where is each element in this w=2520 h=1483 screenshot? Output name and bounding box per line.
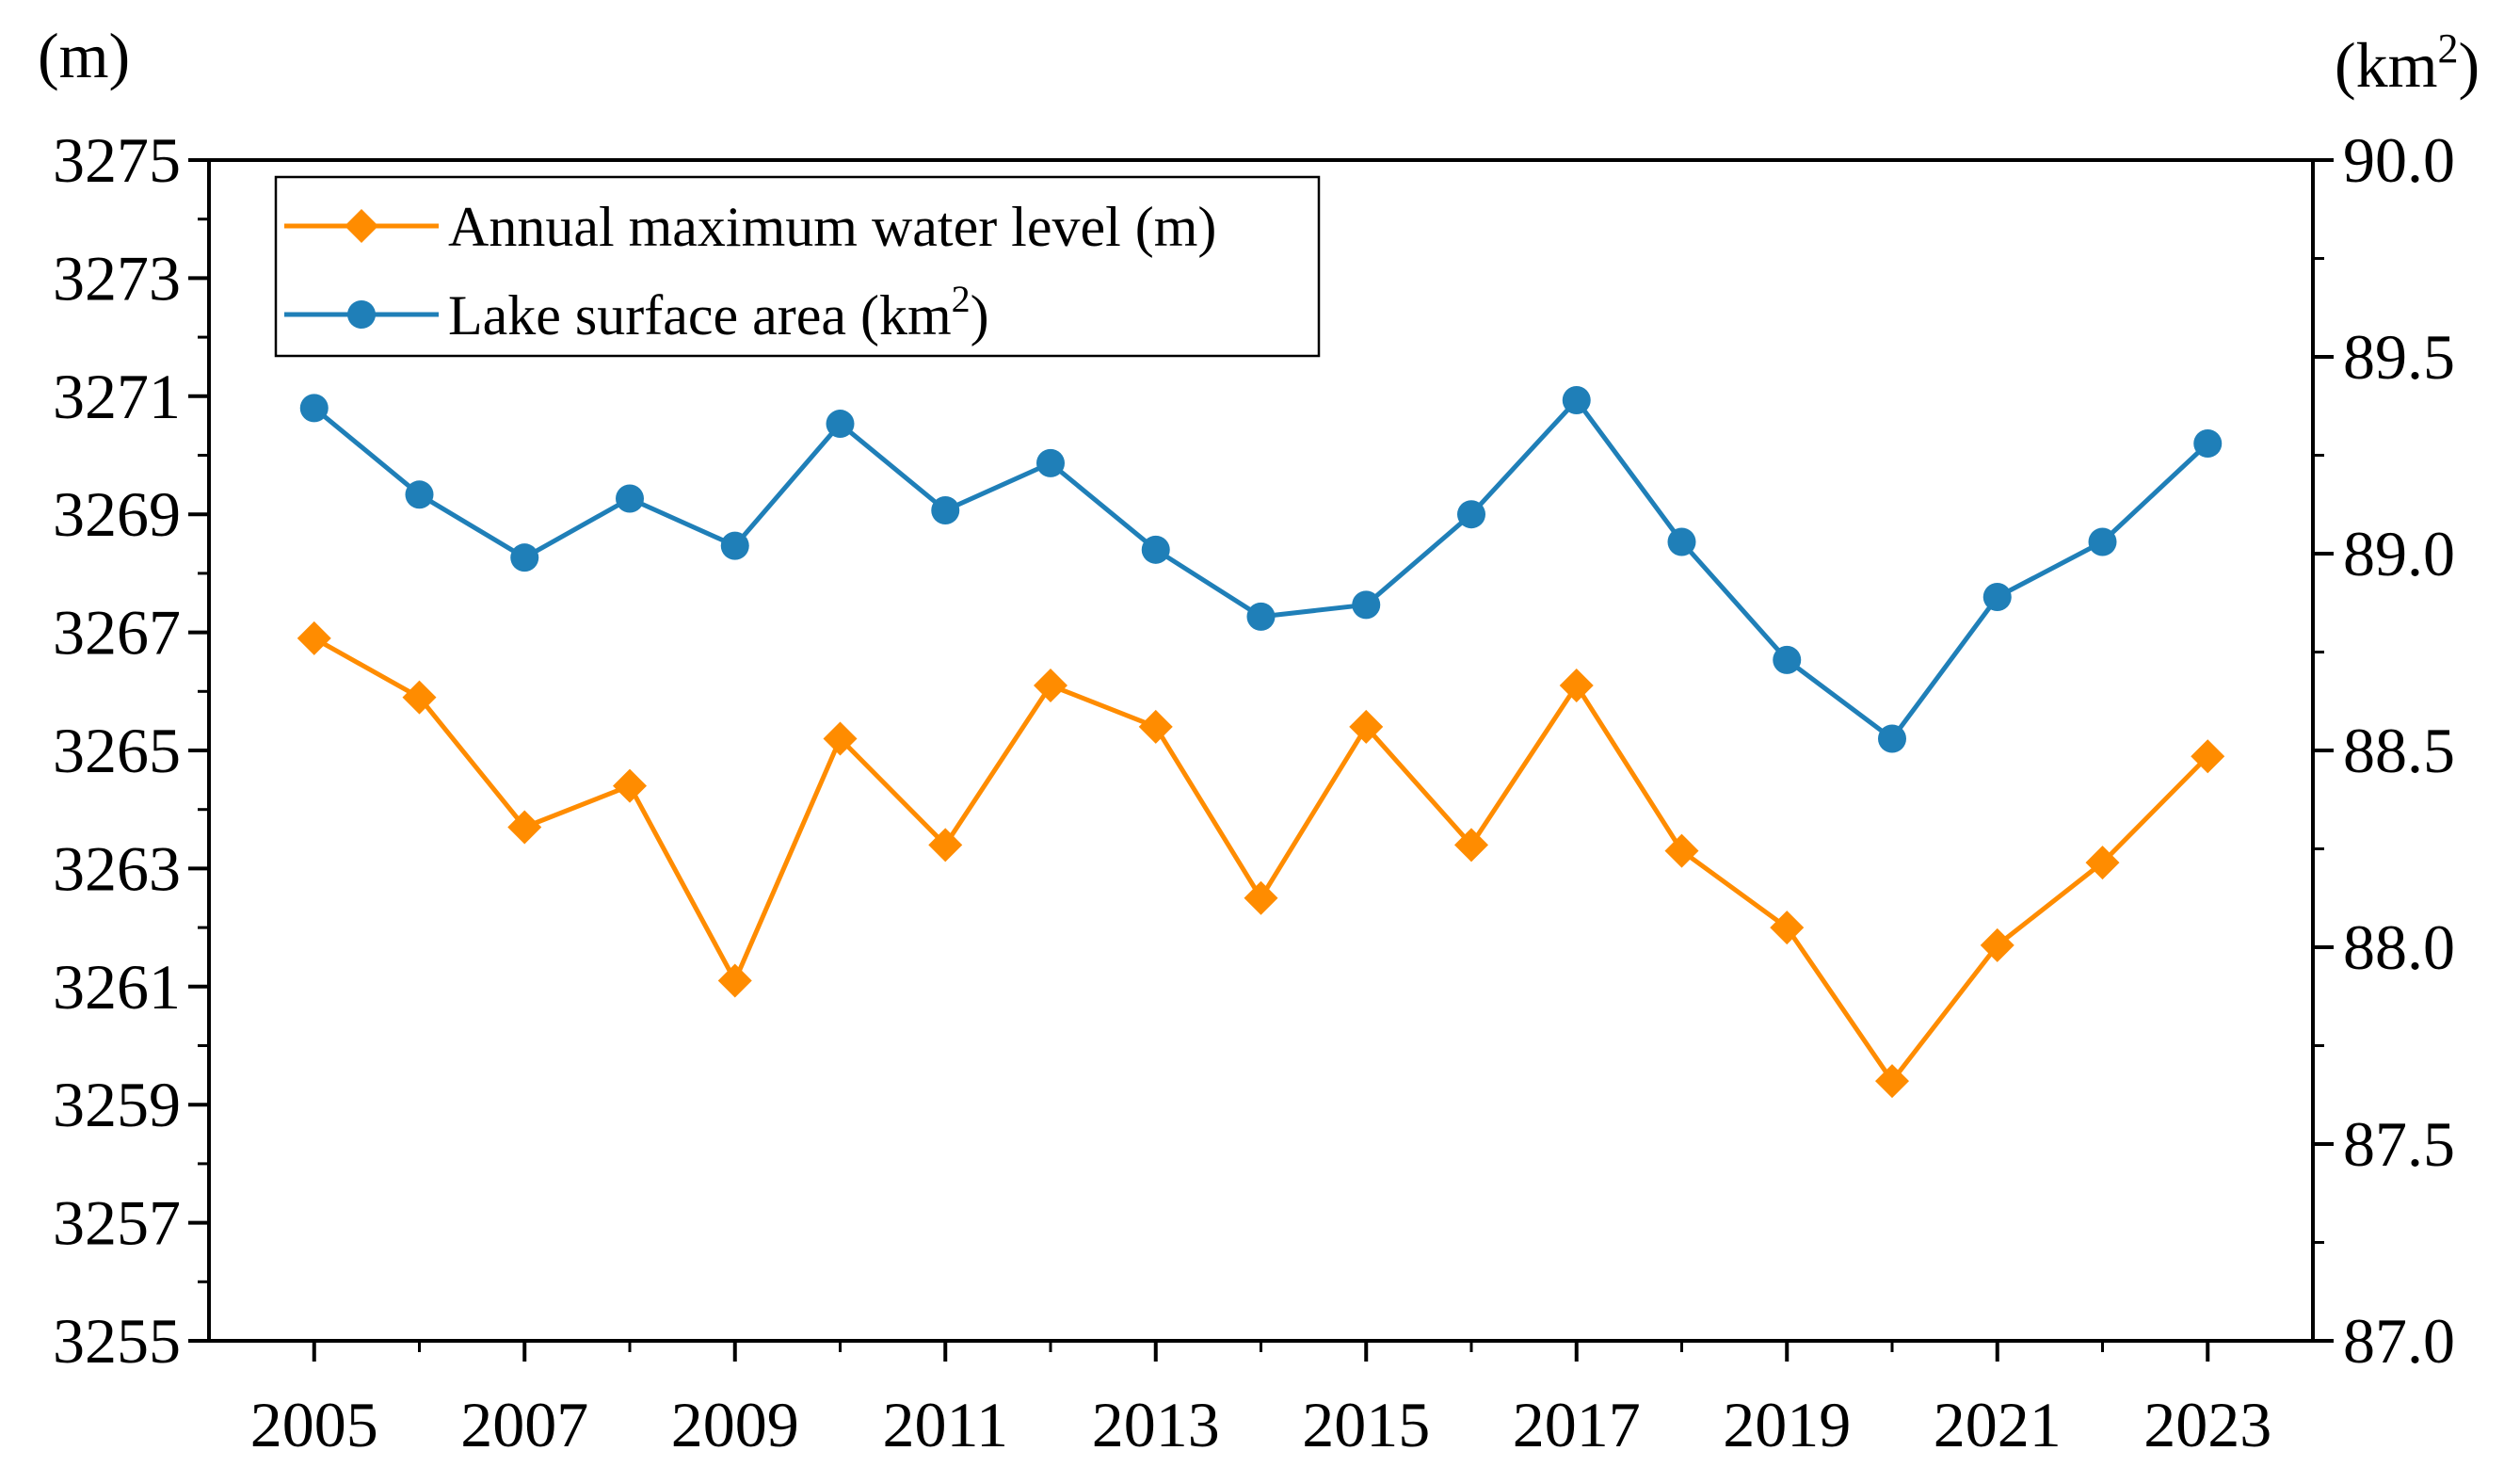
- water-level-point: [1454, 828, 1488, 862]
- lake-area-point: [616, 484, 644, 513]
- lake-area-point: [299, 394, 329, 423]
- lake-area-point: [931, 496, 960, 525]
- left-tick-label: 3269: [53, 478, 181, 550]
- left-tick-label: 3271: [53, 361, 181, 432]
- water-level-point: [1244, 880, 1278, 915]
- lake-area-point: [2088, 527, 2117, 556]
- water-level-point: [823, 721, 858, 756]
- lake-area-point: [405, 480, 434, 509]
- right-tick-label: 89.5: [2343, 321, 2455, 393]
- lake-area-point: [826, 410, 855, 439]
- left-tick-label: 3267: [53, 597, 181, 669]
- lake-area-point: [1773, 645, 1802, 674]
- water-level-point: [1980, 927, 2014, 962]
- left-tick-label: 3265: [53, 715, 181, 786]
- water-level-point: [1034, 669, 1067, 703]
- left-axis-unit-label: (m): [38, 20, 130, 91]
- lake-area-point: [1352, 590, 1381, 620]
- lake-area-point: [510, 543, 539, 572]
- water-level-point: [402, 680, 437, 715]
- water-level-point: [507, 810, 542, 845]
- x-tick-label: 2007: [460, 1389, 588, 1460]
- legend-lake-area-marker: [347, 300, 376, 329]
- left-tick-label: 3273: [53, 242, 181, 314]
- x-tick-label: 2005: [250, 1389, 378, 1460]
- left-tick-label: 3275: [53, 124, 181, 196]
- water-level-point: [717, 963, 752, 998]
- lake-area-point: [1982, 582, 2012, 611]
- x-tick-label: 2017: [1513, 1389, 1641, 1460]
- series-layer: [297, 385, 2225, 1099]
- lake-area-point: [1246, 602, 1276, 631]
- left-axis: 3255 3257 3259 3261 3263 3265 3267 3269 3271 3273…: [53, 124, 209, 1377]
- water-level-point: [1559, 669, 1594, 703]
- lake-area-point: [1562, 385, 1591, 414]
- x-axis: 2005 2007 2009 2011 2013 2015 2017 2019 2021 2023: [250, 1341, 2271, 1460]
- water-level-point: [1138, 709, 1173, 744]
- lake-area-point: [1141, 535, 1170, 564]
- lake-area-point: [1036, 448, 1065, 477]
- left-tick-label: 3257: [53, 1187, 181, 1259]
- legend-lake-area-label: Lake surface area (km2): [448, 278, 989, 347]
- right-tick-label: 90.0: [2343, 124, 2455, 196]
- legend: Annual maximum water level (m) Lake surf…: [274, 175, 1321, 358]
- x-tick-label: 2015: [1302, 1389, 1430, 1460]
- x-tick-label: 2013: [1092, 1389, 1220, 1460]
- lake-area-point: [720, 531, 749, 560]
- left-tick-label: 3255: [53, 1305, 181, 1377]
- water-level-point: [297, 621, 331, 655]
- water-level-point: [2085, 846, 2120, 880]
- x-tick-label: 2011: [883, 1389, 1008, 1460]
- water-level-point: [2191, 739, 2225, 774]
- lake-area-point: [1878, 724, 1906, 753]
- left-tick-label: 3259: [53, 1069, 181, 1140]
- right-axis: 87.0 87.5 88.0 88.5 89.0 89.5 90.0: [2313, 124, 2455, 1377]
- left-tick-label: 3263: [53, 832, 181, 904]
- water-level-point: [928, 828, 963, 862]
- right-tick-label: 88.5: [2343, 715, 2455, 786]
- water-level-point: [1664, 833, 1699, 868]
- right-tick-label: 89.0: [2343, 518, 2455, 589]
- water-level-point: [1875, 1064, 1909, 1099]
- water-level-point: [1770, 911, 1805, 945]
- x-tick-label: 2021: [1934, 1389, 2062, 1460]
- lake-area-point: [1457, 500, 1485, 529]
- x-tick-label: 2019: [1723, 1389, 1851, 1460]
- legend-water-level-marker: [345, 209, 378, 243]
- right-tick-label: 87.0: [2343, 1305, 2455, 1377]
- x-tick-label: 2009: [671, 1389, 799, 1460]
- right-tick-label: 88.0: [2343, 911, 2455, 983]
- x-tick-label: 2023: [2143, 1389, 2271, 1460]
- water-level-point: [1349, 709, 1384, 744]
- lake-area-point: [1667, 527, 1696, 556]
- right-tick-label: 87.5: [2343, 1108, 2455, 1180]
- legend-water-level-label: Annual maximum water level (m): [448, 196, 1216, 258]
- legend-box: [274, 175, 1321, 358]
- water-level-point: [613, 768, 647, 803]
- left-tick-label: 3261: [53, 951, 181, 1023]
- right-axis-unit-label: (km2): [2335, 25, 2480, 101]
- lake-area-point: [2193, 428, 2223, 458]
